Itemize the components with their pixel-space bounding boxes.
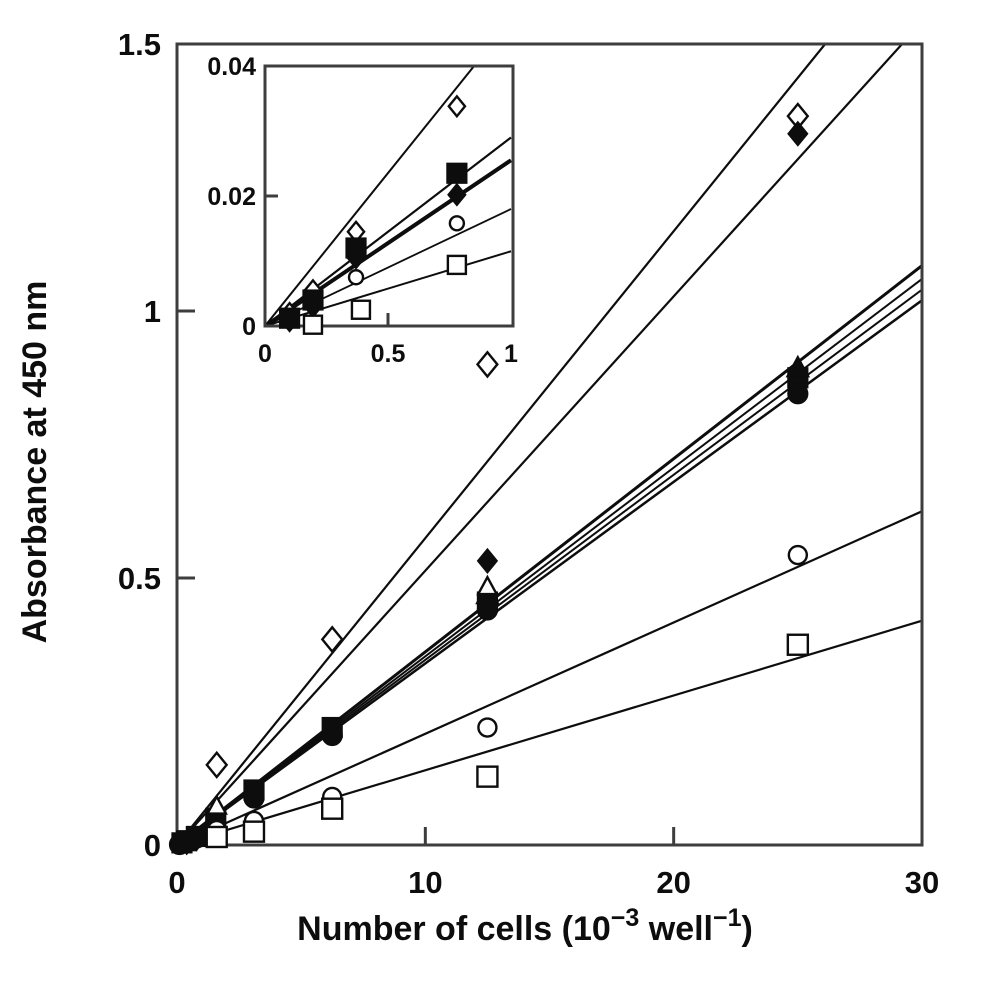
main-plot-markers — [168, 102, 811, 856]
fit-line-square-open — [177, 619, 922, 845]
inset-plot-x-tick-label: 0.5 — [371, 340, 406, 368]
main-plot-y-tick-label: 1.5 — [118, 27, 161, 62]
series-square-open — [205, 633, 810, 849]
main-plot-frame — [175, 42, 924, 847]
point-triangle-open — [205, 794, 228, 815]
x-axis-title: Number of cells (10−3 well−1) — [297, 904, 753, 948]
x-axis-title-part: Number of cells (10 — [297, 910, 611, 948]
point-diamond-filled — [787, 120, 809, 147]
inset-plot-x-tick-label: 1 — [504, 340, 518, 368]
point-circle-open — [448, 215, 466, 232]
x-axis-title-part: −3 — [611, 904, 640, 932]
inset-plot-x-tick-label: 0 — [258, 340, 272, 368]
inset-plot-markers — [279, 94, 468, 335]
point-square-open — [350, 299, 372, 320]
inset-plot: 0 0.5 1 0 0.02 0.04 — [207, 53, 518, 368]
x-axis-title-part: ) — [742, 910, 753, 948]
inset-plot-y-tick-label: 0 — [242, 313, 256, 341]
main-plot-x-tick-label: 30 — [905, 865, 939, 900]
point-diamond-open — [447, 94, 467, 119]
series-circle-filled — [168, 383, 809, 856]
main-plot-ticks — [177, 309, 676, 845]
series-circle-open — [347, 215, 466, 286]
point-diamond-open — [205, 750, 229, 779]
point-triangle-open — [476, 574, 499, 596]
point-circle-open — [477, 717, 498, 738]
point-square-open — [242, 820, 266, 843]
point-square-open — [446, 254, 468, 276]
point-diamond-filled — [346, 245, 366, 270]
point-circle-open — [347, 269, 365, 286]
point-circle-open — [787, 544, 809, 566]
main-plot-x-tick-label: 20 — [656, 865, 690, 900]
point-square-filled — [446, 162, 468, 184]
point-circle-filled — [787, 383, 809, 405]
fit-line-diamond-open — [177, 44, 827, 845]
fit-line-square-open — [265, 250, 512, 326]
main-plot-x-tick-label: 0 — [168, 865, 185, 900]
inset-plot-y-tick-label: 0.04 — [207, 53, 256, 81]
inset-plot-background — [265, 66, 513, 326]
point-diamond-filled — [447, 182, 467, 207]
point-circle-filled — [185, 827, 207, 849]
point-circle-filled — [321, 724, 343, 747]
series-triangle-open — [205, 574, 499, 815]
series-square-open — [302, 254, 468, 335]
inset-plot-y-tick-label: 0.02 — [207, 183, 256, 211]
x-axis-title-part: −1 — [713, 904, 742, 932]
point-diamond-filled — [476, 547, 499, 574]
x-axis-title-part: well — [639, 910, 713, 948]
point-triangle-filled — [785, 354, 811, 378]
main-plot-x-tick-label: 10 — [408, 865, 442, 900]
series-diamond-filled — [279, 182, 467, 333]
fit-line-diamond-open — [265, 66, 475, 326]
main-plot-lines — [177, 44, 922, 845]
fit-line-diamond-filled — [177, 44, 903, 845]
point-diamond-open — [475, 350, 499, 379]
main-plot-y-tick-label: 0.5 — [118, 561, 161, 596]
point-square-open — [321, 797, 344, 820]
point-square-open — [476, 765, 499, 788]
point-diamond-open — [320, 625, 344, 654]
point-square-open — [302, 314, 324, 335]
point-square-open — [786, 633, 810, 656]
point-square-open — [205, 825, 228, 849]
inset-plot-ticks — [265, 194, 390, 326]
point-circle-filled — [476, 599, 499, 621]
main-plot-y-tick-label: 0 — [144, 828, 161, 863]
point-circle-filled — [243, 787, 265, 809]
series-diamond-open — [205, 102, 810, 779]
fit-line-circle-open — [177, 510, 922, 845]
main-plot-y-tick-label: 1 — [144, 294, 161, 329]
y-axis-title: Absorbance at 450 nm — [16, 281, 54, 644]
point-diamond-filled — [279, 308, 300, 333]
